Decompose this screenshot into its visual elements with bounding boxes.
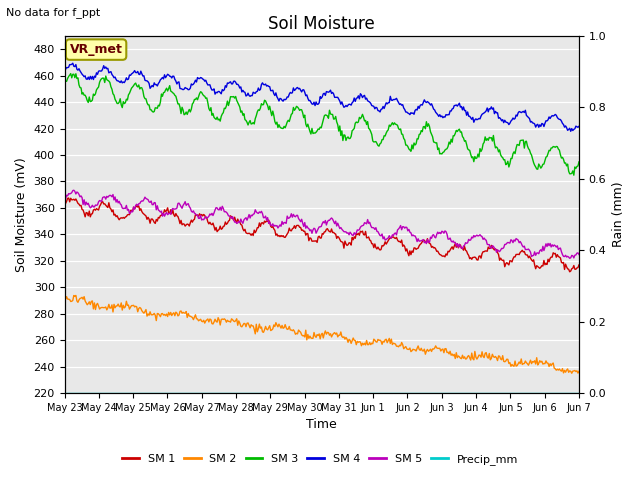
Y-axis label: Rain (mm): Rain (mm) <box>612 182 625 247</box>
Text: VR_met: VR_met <box>70 43 122 56</box>
X-axis label: Time: Time <box>307 419 337 432</box>
Title: Soil Moisture: Soil Moisture <box>268 15 375 33</box>
Legend: SM 1, SM 2, SM 3, SM 4, SM 5, Precip_mm: SM 1, SM 2, SM 3, SM 4, SM 5, Precip_mm <box>118 450 522 469</box>
Text: No data for f_ppt: No data for f_ppt <box>6 7 100 18</box>
Y-axis label: Soil Moisture (mV): Soil Moisture (mV) <box>15 157 28 272</box>
